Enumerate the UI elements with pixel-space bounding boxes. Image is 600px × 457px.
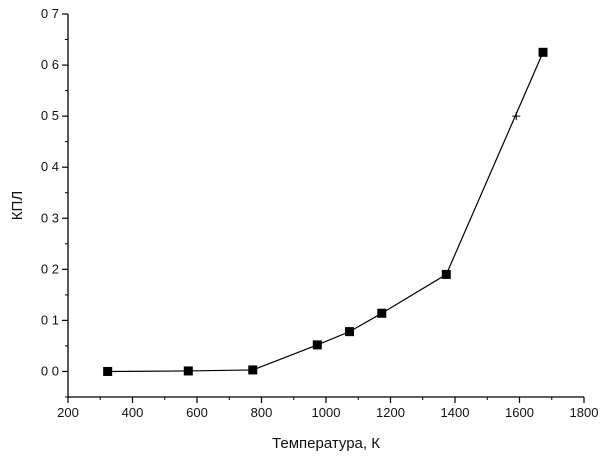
axes: 200 400 600 800 1000 1200 1400 1600 1800 0 0 0 1 0 …	[41, 6, 599, 420]
data-point	[538, 47, 548, 57]
y-tick-label: 0 7	[41, 6, 59, 21]
y-tick-label: 0 5	[41, 108, 59, 123]
y-tick-label: 0 1	[41, 312, 59, 327]
y-tick-label: 0 3	[41, 210, 59, 225]
x-tick-label: 200	[57, 405, 79, 420]
x-tick-label: 600	[186, 405, 208, 420]
series-layer	[103, 47, 548, 376]
data-point	[312, 340, 322, 350]
data-point	[248, 365, 258, 375]
x-tick-label: 800	[251, 405, 273, 420]
series-line	[107, 52, 544, 373]
x-tick-label: 1000	[312, 405, 341, 420]
y-tick-label: 0 6	[41, 57, 59, 72]
x-tick-label: 1200	[376, 405, 405, 420]
x-axis-label: Температура, К	[272, 435, 380, 452]
data-point	[441, 269, 451, 279]
x-tick-label: 1600	[505, 405, 534, 420]
y-tick-label: 0 4	[41, 159, 59, 174]
x-tick-label: 1800	[570, 405, 599, 420]
y-axis-label: КПЛ	[9, 191, 26, 220]
data-point	[103, 366, 113, 376]
y-tick-label: 0 2	[41, 261, 59, 276]
plus-marker	[512, 112, 521, 121]
x-tick-label: 400	[122, 405, 144, 420]
x-tick-label: 1400	[441, 405, 470, 420]
data-point	[183, 366, 193, 376]
data-point	[345, 327, 355, 337]
y-tick-label: 0 0	[41, 363, 59, 378]
data-point	[377, 308, 387, 318]
